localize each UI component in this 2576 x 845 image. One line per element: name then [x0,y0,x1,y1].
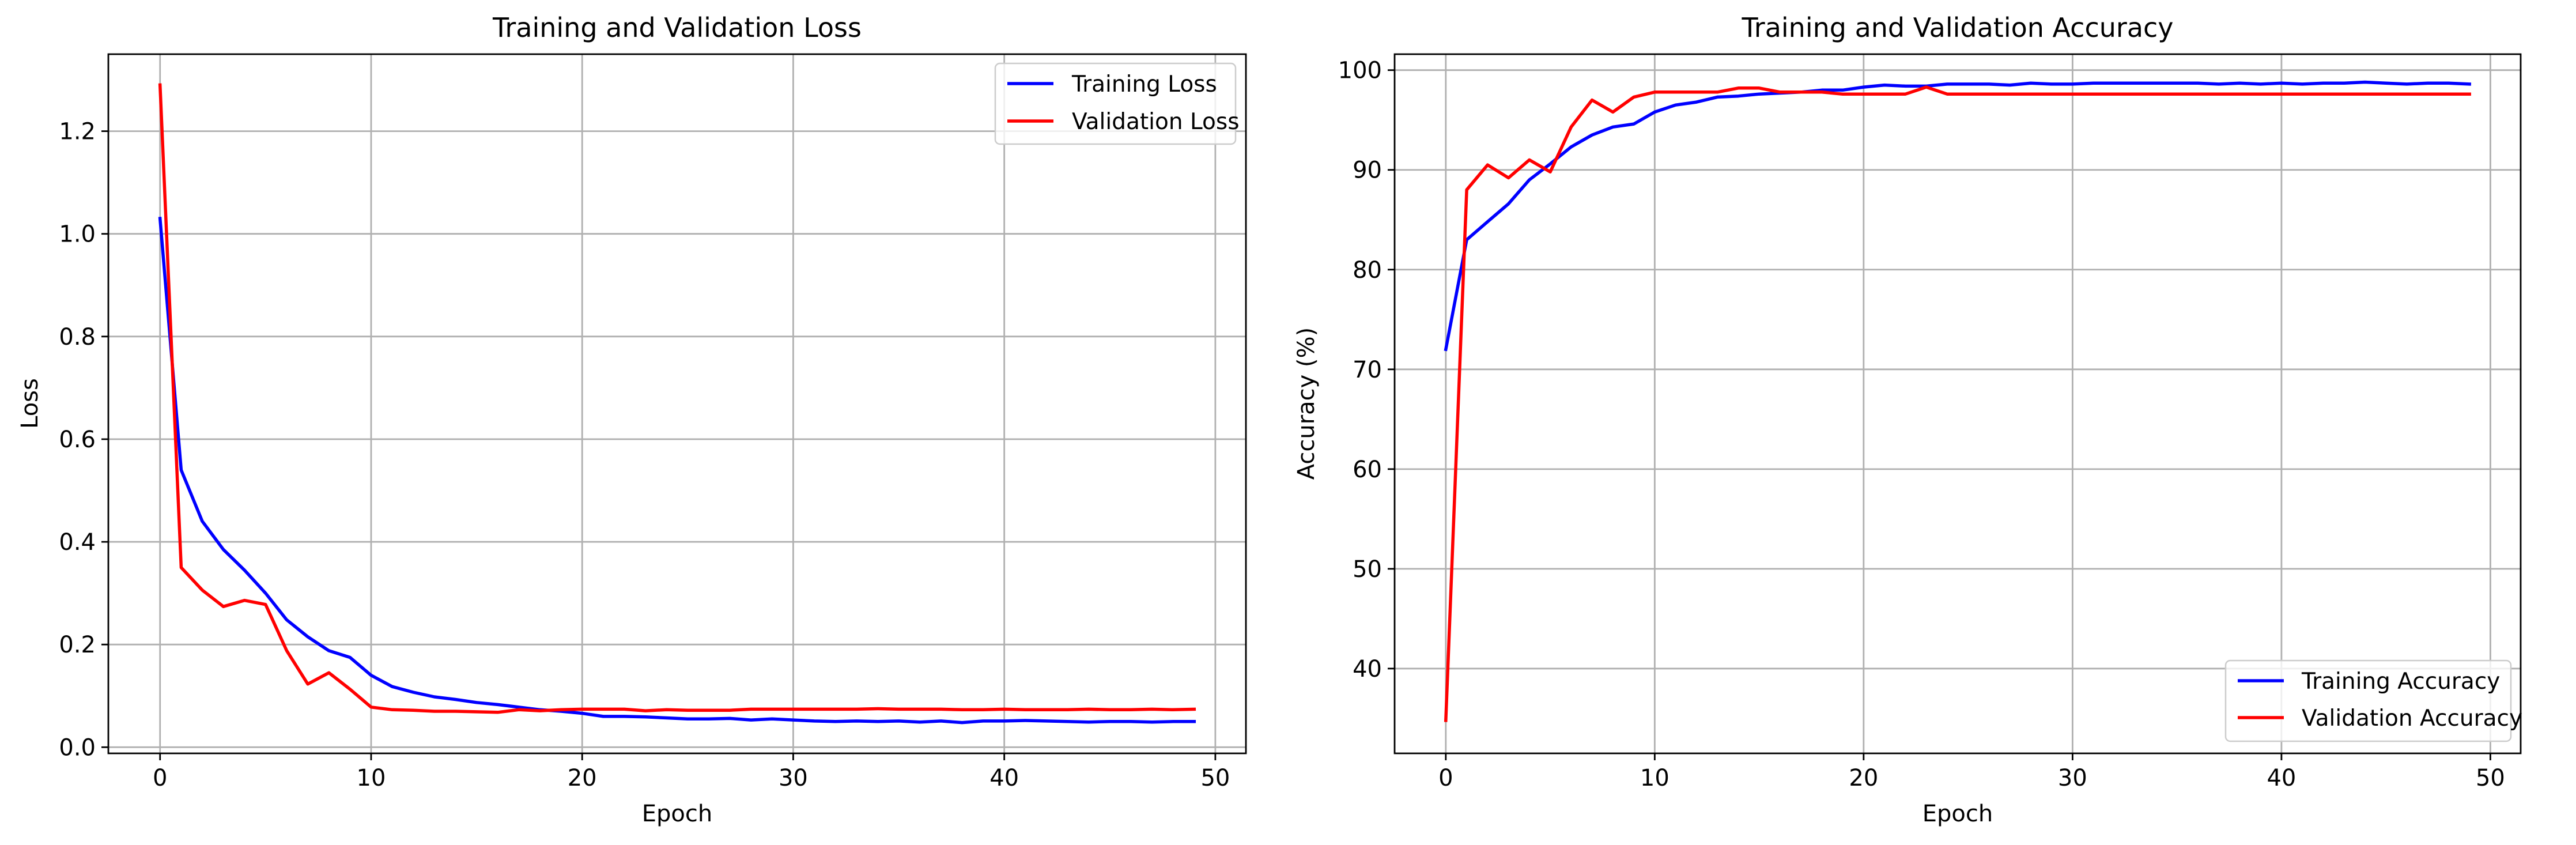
accuracy-x-tick-label: 10 [1640,765,1670,791]
accuracy-y-tick-label: 80 [1353,257,1382,284]
loss-legend-label-training: Training Loss [1071,71,1217,97]
loss-series-line-validation [158,83,1196,714]
accuracy-chart-title: Training and Validation Accuracy [1741,12,2173,43]
loss-plot-frame [107,53,1247,755]
accuracy-y-tick-label: 90 [1353,157,1382,184]
accuracy-legend-box [2224,659,2512,742]
accuracy-x-tick-label: 0 [1438,765,1453,791]
loss-x-tick-label: 30 [779,765,808,791]
loss-y-axis-label: Loss [17,378,43,429]
loss-y-tick-label: 1.2 [59,119,96,145]
loss-x-tick-label: 0 [153,765,167,791]
accuracy-series-line-training [1444,80,2472,352]
loss-y-tick-label: 0.6 [59,427,96,453]
loss-x-tick-label: 10 [357,765,386,791]
accuracy-x-tick-label: 50 [2476,765,2505,791]
loss-y-tick-label: 1.0 [59,221,96,248]
accuracy-series [1444,80,2472,722]
loss-legend-label-validation: Validation Loss [1072,109,1240,135]
loss-y-tick-label: 0.0 [59,734,96,761]
accuracy-x-tick-label: 40 [2267,765,2296,791]
loss-series [158,83,1196,725]
accuracy-x-tick-label: 20 [1849,765,1878,791]
loss-series-line-training [158,217,1196,725]
accuracy-x-tick-label: 30 [2058,765,2087,791]
loss-y-tick-label: 0.8 [59,324,96,350]
loss-chart-title: Training and Validation Loss [492,12,862,43]
loss-legend: Training Loss Validation Loss [994,62,1240,145]
loss-x-tick-label: 40 [989,765,1019,791]
accuracy-panel: 0 10 20 30 40 50 40 50 60 70 80 90 100 Training and … [1293,12,2522,827]
accuracy-legend-label-validation: Validation Accuracy [2302,706,2522,731]
loss-x-axis-label: Epoch [642,801,712,827]
accuracy-y-tick-label: 50 [1353,556,1382,583]
loss-ticks: 0 10 20 30 40 50 0.0 0.2 0.4 0.6 0.8 1.0 1.2 [59,119,1230,791]
loss-legend-box [994,62,1237,145]
loss-panel: 0 10 20 30 40 50 0.0 0.2 0.4 0.6 0.8 1.0 1.2 Trainin… [17,12,1247,827]
accuracy-grid [1395,54,2521,753]
accuracy-legend-label-training: Training Accuracy [2301,669,2500,695]
accuracy-y-axis-label: Accuracy (%) [1293,327,1320,480]
loss-x-tick-label: 50 [1200,765,1230,791]
accuracy-plot-frame [1393,53,2522,755]
accuracy-ticks: 0 10 20 30 40 50 40 50 60 70 80 90 100 [1338,58,2505,791]
loss-y-tick-label: 0.4 [59,529,96,556]
accuracy-y-tick-label: 70 [1353,357,1382,383]
accuracy-legend: Training Accuracy Validation Accuracy [2224,659,2522,742]
loss-grid [108,54,1246,753]
loss-y-tick-label: 0.2 [59,632,96,658]
loss-x-tick-label: 20 [568,765,597,791]
accuracy-x-axis-label: Epoch [1922,801,1993,827]
accuracy-y-tick-label: 40 [1353,656,1382,682]
accuracy-series-line-validation [1444,85,2471,722]
accuracy-y-tick-label: 60 [1353,457,1382,483]
accuracy-y-tick-label: 100 [1338,58,1382,84]
